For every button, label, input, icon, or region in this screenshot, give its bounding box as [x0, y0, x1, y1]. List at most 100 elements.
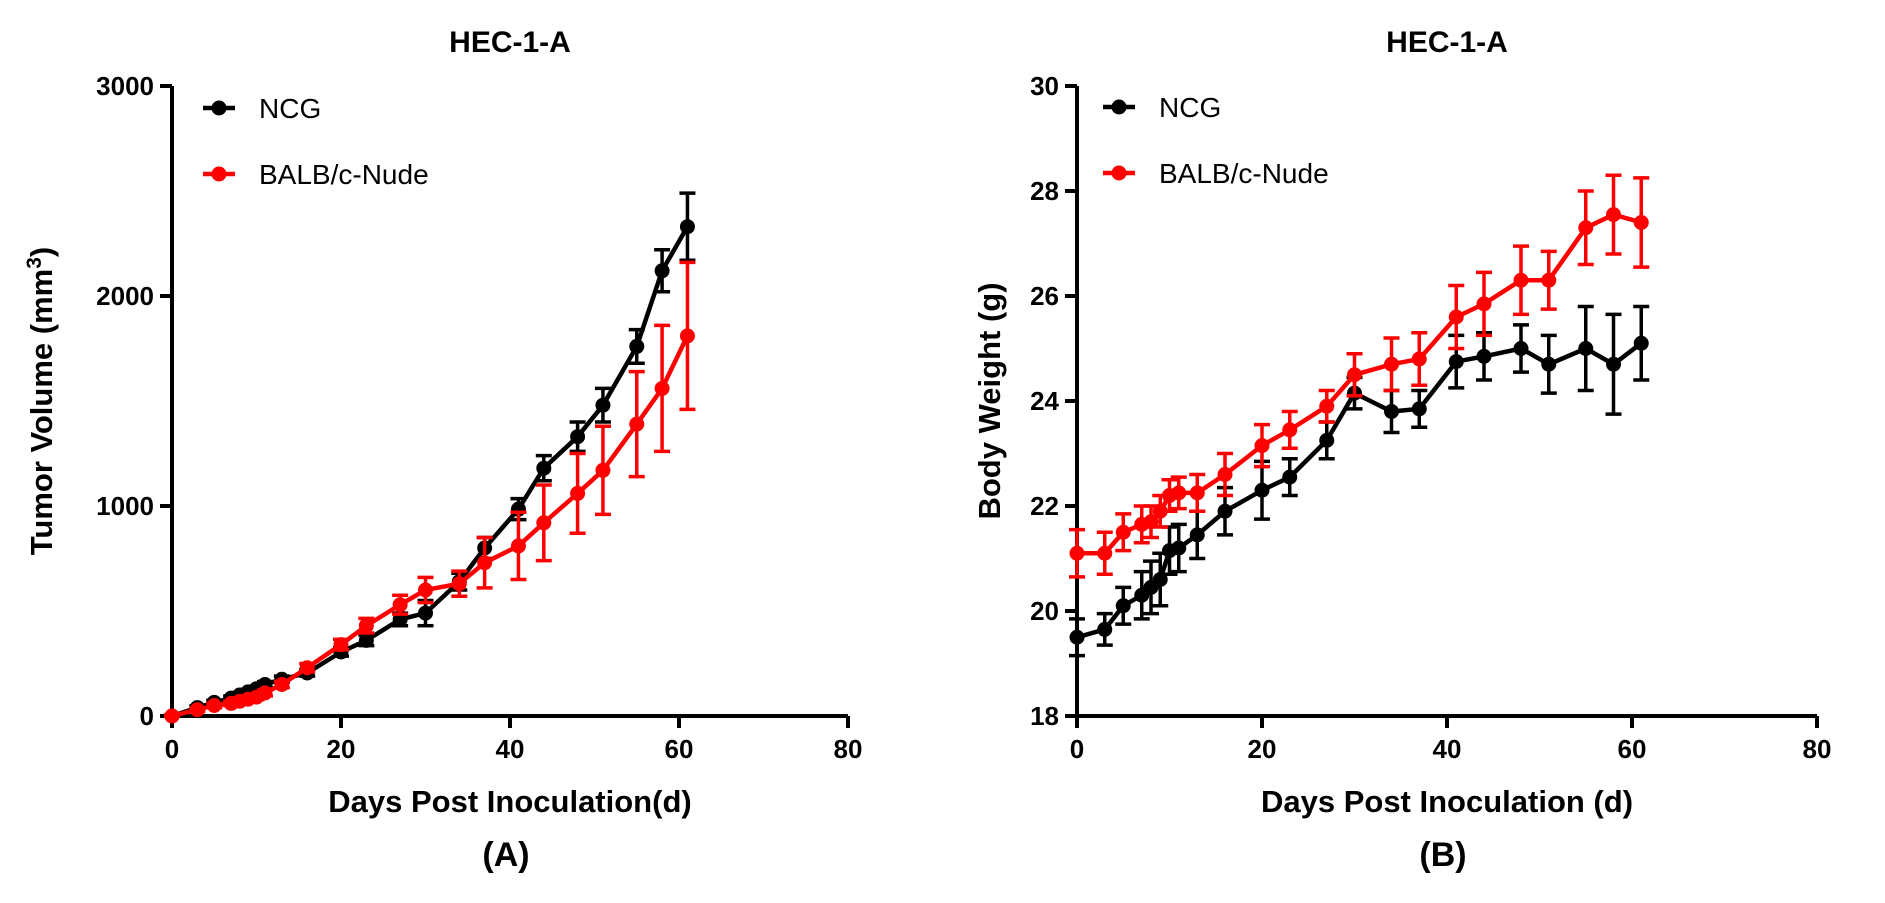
- data-point: [570, 485, 586, 501]
- data-point: [189, 702, 205, 718]
- legend-label: BALB/c-Nude: [1159, 158, 1329, 189]
- y-tick-label: 22: [1030, 491, 1059, 521]
- data-point: [629, 416, 645, 432]
- data-point: [570, 429, 586, 445]
- data-point: [164, 708, 180, 724]
- x-tick-label: 80: [1803, 734, 1832, 764]
- data-point: [1448, 309, 1464, 325]
- data-point: [451, 576, 467, 592]
- legend-marker: [1111, 99, 1127, 115]
- data-point: [1384, 356, 1399, 372]
- data-point: [1578, 220, 1594, 236]
- data-point: [679, 328, 695, 344]
- data-point: [595, 397, 611, 413]
- data-point: [206, 698, 222, 713]
- data-point: [358, 632, 374, 648]
- y-tick-label: 28: [1030, 176, 1059, 206]
- data-point: [536, 515, 552, 531]
- data-point: [1541, 272, 1557, 288]
- x-tick-label: 20: [327, 734, 356, 764]
- legend-item-balb-c-nude: BALB/c-Nude: [1103, 158, 1329, 189]
- data-point: [536, 460, 552, 476]
- data-point: [1541, 356, 1557, 372]
- data-point: [392, 597, 408, 613]
- y-tick-label: 1000: [96, 491, 154, 521]
- data-point: [1319, 398, 1335, 414]
- y-tick-label: 26: [1030, 281, 1059, 311]
- panel-label: (A): [482, 836, 529, 874]
- legend-item-ncg: NCG: [1103, 92, 1221, 123]
- y-tick-label: 0: [140, 701, 154, 731]
- data-point: [510, 538, 526, 554]
- data-point: [1282, 422, 1298, 438]
- data-point: [1115, 524, 1131, 540]
- data-point: [1513, 272, 1529, 288]
- data-point: [1476, 348, 1492, 364]
- data-point: [299, 660, 315, 676]
- data-point: [1254, 482, 1270, 498]
- data-point: [679, 219, 695, 235]
- y-axis-label: Tumor Volume (mm3): [23, 247, 60, 556]
- series-balb-c-nude: [1069, 173, 1650, 579]
- x-tick-label: 40: [1433, 734, 1462, 764]
- data-point: [1633, 215, 1649, 230]
- data-point: [654, 380, 670, 396]
- data-point: [1448, 354, 1464, 370]
- data-point: [1171, 540, 1187, 556]
- legend-label: NCG: [1159, 92, 1221, 123]
- legend-item-ncg: NCG: [203, 93, 321, 124]
- data-point: [1606, 356, 1621, 372]
- x-tick-label: 0: [165, 734, 179, 764]
- data-point: [1217, 467, 1233, 482]
- series-ncg: [164, 191, 696, 724]
- data-point: [1143, 514, 1159, 530]
- data-point: [274, 677, 290, 692]
- data-point: [1633, 335, 1649, 351]
- data-point: [1217, 503, 1233, 519]
- x-tick-label: 60: [665, 734, 694, 764]
- data-point: [654, 263, 670, 279]
- data-point: [1578, 341, 1594, 356]
- data-point: [1152, 572, 1168, 587]
- data-point: [333, 637, 349, 653]
- x-tick-label: 80: [834, 734, 863, 764]
- data-point: [1347, 367, 1362, 383]
- data-point: [1282, 469, 1298, 485]
- series-balb-c-nude: [164, 260, 696, 724]
- data-point: [1411, 401, 1427, 417]
- y-tick-label: 2000: [96, 281, 154, 311]
- data-point: [1606, 207, 1621, 223]
- x-axis-label: Days Post Inoculation (d): [1261, 784, 1633, 819]
- chart-b: HEC-1-A 18 20 22 24 26 28 30 0 20 40 60 80 Days Post …: [972, 26, 1831, 874]
- y-tick-label: 30: [1030, 71, 1059, 101]
- y-axis-label: Body Weight (g): [972, 282, 1007, 519]
- legend-label: BALB/c-Nude: [259, 159, 429, 190]
- x-axis-label: Days Post Inoculation(d): [328, 784, 691, 819]
- data-point: [1189, 527, 1205, 543]
- data-point: [1189, 485, 1205, 501]
- data-point: [1411, 351, 1427, 367]
- chart-title: HEC-1-A: [449, 26, 571, 59]
- y-tick-label: 3000: [96, 71, 154, 101]
- data-point: [418, 605, 433, 621]
- data-point: [595, 462, 611, 478]
- legend-item-balb-c-nude: BALB/c-Nude: [203, 159, 429, 190]
- y-tick-label: 20: [1030, 596, 1059, 626]
- y-tick-label: 18: [1030, 701, 1059, 731]
- legend-label: NCG: [259, 93, 321, 124]
- legend-marker: [211, 100, 227, 116]
- data-point: [1115, 598, 1131, 614]
- data-point: [1254, 438, 1270, 454]
- x-tick-label: 60: [1618, 734, 1647, 764]
- x-tick-label: 0: [1070, 734, 1084, 764]
- data-point: [1097, 621, 1113, 637]
- chart-a: HEC-1-A 0 1000 2000 3000 0 20 40 60 80 Days Post I…: [23, 26, 863, 874]
- series-ncg: [1069, 304, 1650, 658]
- data-point: [358, 618, 374, 634]
- data-point: [1513, 341, 1529, 356]
- x-tick-label: 40: [496, 734, 525, 764]
- y-tick-label: 24: [1030, 386, 1059, 416]
- legend-marker: [211, 166, 227, 182]
- data-point: [1069, 629, 1085, 645]
